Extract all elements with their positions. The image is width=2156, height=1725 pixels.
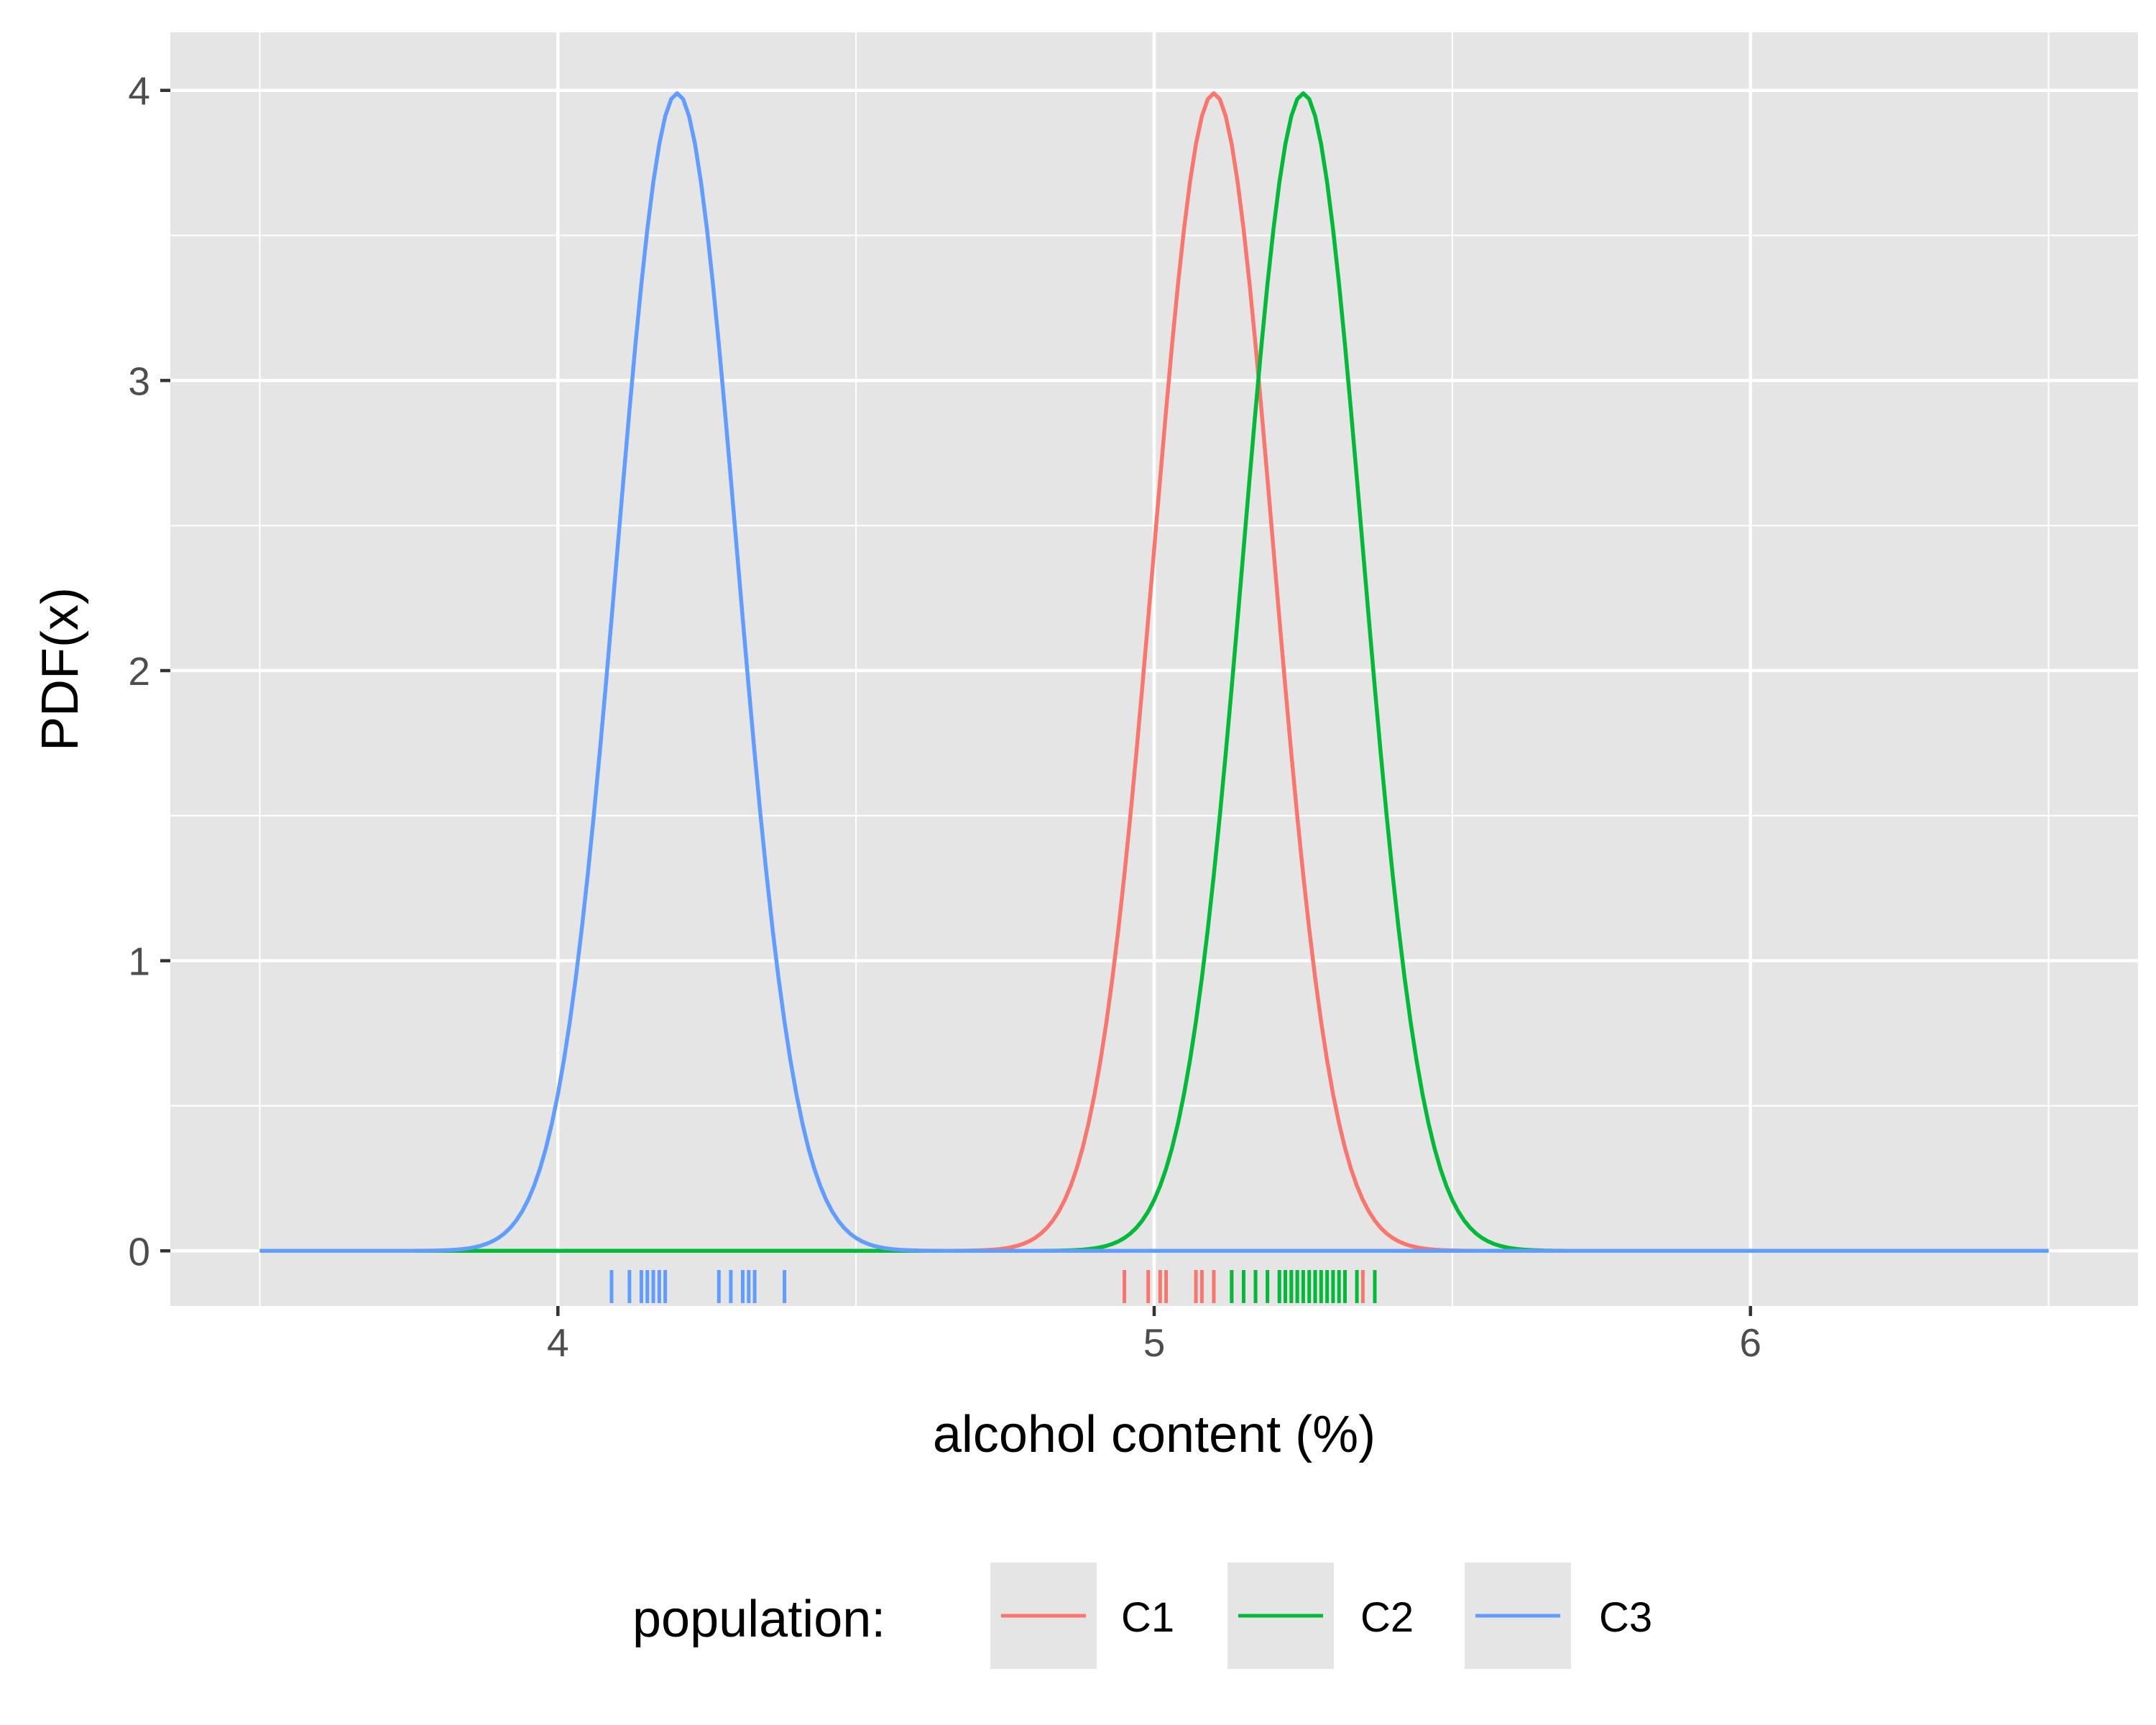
y-tick-label: 3 (128, 359, 150, 403)
legend-label-c3: C3 (1599, 1594, 1652, 1641)
legend-item-c2: C2 (1227, 1563, 1414, 1669)
legend-item-c1: C1 (990, 1563, 1174, 1669)
legend: population: C1 C2 C3 (632, 1563, 1652, 1669)
y-tick-label: 0 (128, 1229, 150, 1274)
y-tick-label: 2 (128, 649, 150, 694)
density-curve-c3 (259, 91, 2049, 1254)
legend-label-c1: C1 (1121, 1594, 1174, 1641)
x-axis-tick-labels: 4 5 6 (547, 1320, 1761, 1365)
x-tick-label: 4 (547, 1320, 569, 1365)
y-axis-tick-labels: 0 1 2 3 4 (128, 69, 150, 1274)
x-tick-label: 5 (1143, 1320, 1166, 1365)
legend-label-c2: C2 (1360, 1594, 1414, 1641)
x-axis-title: alcohol content (%) (933, 1406, 1376, 1463)
legend-title: population: (632, 1591, 885, 1648)
y-tick-label: 1 (128, 939, 150, 984)
y-tick-label: 4 (128, 69, 150, 114)
y-axis-title: PDF(x) (32, 587, 89, 751)
rug-marks (609, 1270, 1377, 1303)
x-tick-label: 6 (1739, 1320, 1761, 1365)
legend-item-c3: C3 (1465, 1563, 1652, 1669)
density-curves (259, 91, 2049, 1254)
axis-ticks (160, 88, 1752, 1316)
